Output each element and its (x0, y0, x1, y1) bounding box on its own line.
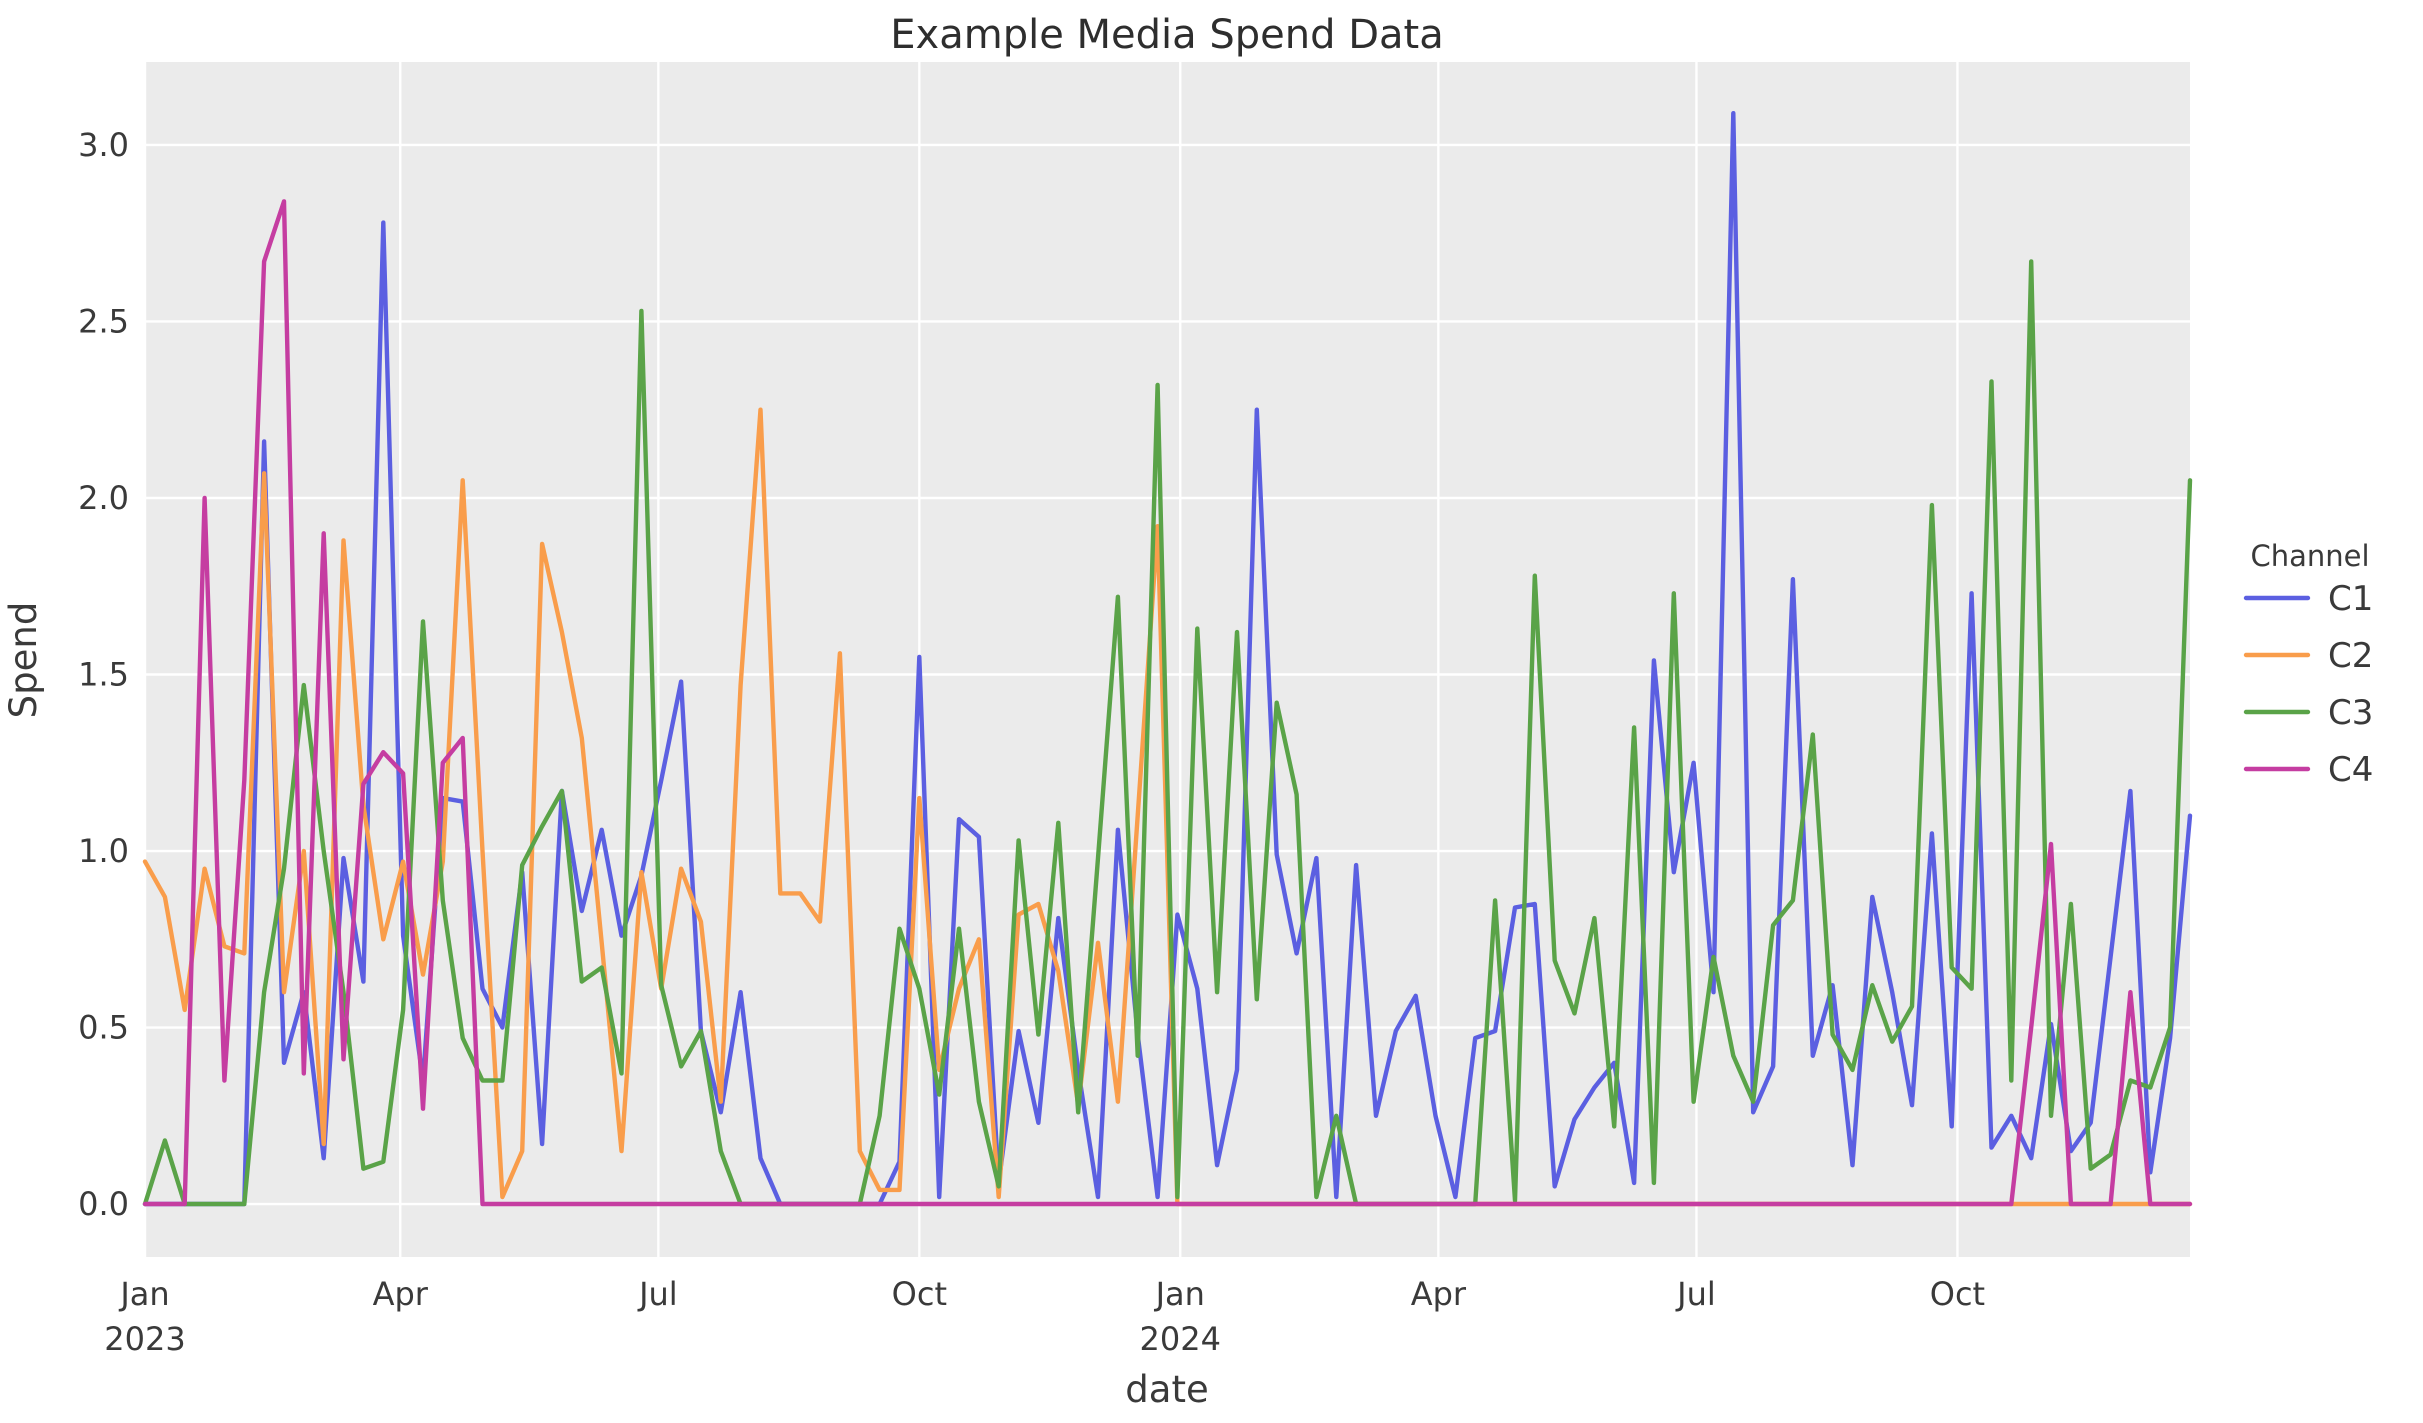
x-tick-label: Jul (1675, 1275, 1716, 1313)
series-line-C3 (142, 259, 2193, 1207)
y-tick-labels: 0.0 0.5 1.0 1.5 2.0 2.5 3.0 (78, 126, 129, 1223)
series-line-C4 (142, 199, 2193, 1207)
x-tick-label: Apr (1411, 1275, 1467, 1313)
legend-label-C1: C1 (2328, 579, 2373, 619)
legend-label-C2: C2 (2328, 636, 2373, 676)
chart-title: Example Media Spend Data (890, 12, 1443, 58)
y-axis-label: Spend (2, 602, 45, 719)
y-tick-label: 0.0 (78, 1185, 129, 1223)
x-axis-label: date (1125, 1368, 1208, 1411)
legend-label-C4: C4 (2328, 750, 2373, 790)
series-lines (142, 110, 2193, 1207)
y-tick-label: 3.0 (78, 126, 129, 164)
x-tick-labels: Jan 2023 Apr Jul Oct Jan 2024 Apr Jul Oct (104, 1275, 1985, 1358)
legend-title: Channel (2250, 539, 2369, 573)
x-tick-label: Oct (892, 1275, 947, 1313)
y-tick-label: 2.0 (78, 479, 129, 517)
series-line-C1 (142, 110, 2193, 1207)
x-tick-year-label: 2024 (1140, 1320, 1221, 1358)
x-tick-label: Jul (637, 1275, 678, 1313)
legend-label-C3: C3 (2328, 693, 2373, 733)
y-tick-label: 2.5 (78, 302, 129, 340)
legend-items: C1 C2 C3 C4 (2243, 579, 2373, 790)
y-tick-label: 1.5 (78, 656, 129, 694)
x-tick-label: Jan (118, 1275, 169, 1313)
x-tick-label: Apr (373, 1275, 429, 1313)
x-tick-year-label: 2023 (104, 1320, 185, 1358)
y-tick-label: 0.5 (78, 1009, 129, 1047)
x-tick-label: Jan (1154, 1275, 1205, 1313)
y-tick-label: 1.0 (78, 832, 129, 870)
legend: Channel C1 C2 C3 C4 (2243, 539, 2373, 790)
x-tick-label: Oct (1930, 1275, 1985, 1313)
